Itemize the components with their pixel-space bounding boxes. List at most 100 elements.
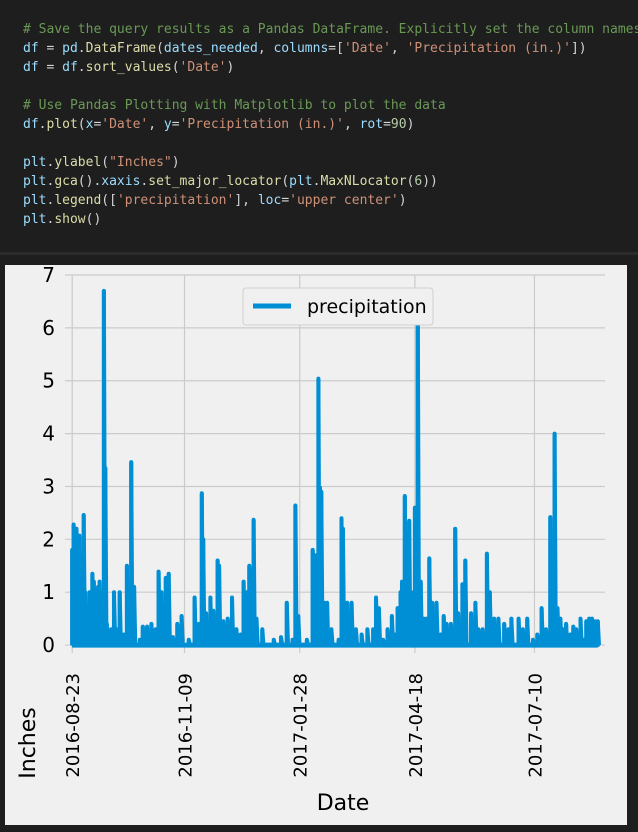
code-token: =: [38, 60, 63, 75]
x-tick-label: 2017-01-28: [291, 673, 312, 778]
code-token: plt: [23, 193, 47, 208]
code-line: # Use Pandas Plotting with Matplotlib to…: [23, 96, 446, 115]
code-token: 'upper center': [289, 193, 399, 208]
code-token: .: [77, 60, 86, 75]
y-tick-label: 2: [42, 527, 55, 551]
code-token: (: [281, 174, 290, 189]
code-token: df: [62, 60, 78, 75]
y-tick-label: 0: [42, 633, 55, 657]
code-token: # Save the query results as a Pandas Dat…: [23, 22, 638, 37]
x-tick-label: 2017-04-18: [406, 673, 427, 778]
y-tick-label: 3: [42, 474, 55, 498]
code-token: (): [85, 212, 102, 227]
code-token: 'Precipitation (in.)': [179, 117, 344, 132]
code-token: 6: [414, 174, 423, 189]
legend: precipitation: [242, 287, 434, 326]
cell-divider: [0, 252, 638, 255]
code-token: loc: [257, 193, 282, 208]
code-token: xaxis: [101, 174, 141, 189]
code-token: (: [406, 174, 415, 189]
y-tick-label: 6: [42, 316, 55, 340]
x-tick-label: 2017-07-10: [525, 673, 546, 778]
code-token: 'Date': [179, 60, 227, 75]
code-token: plt: [23, 155, 47, 170]
legend-box: [242, 287, 434, 326]
code-token: columns: [273, 41, 329, 56]
code-cell[interactable]: # Save the query results as a Pandas Dat…: [0, 0, 638, 252]
code-token: sort_values: [85, 60, 172, 75]
code-token: .: [46, 193, 55, 208]
code-token: ,: [257, 41, 274, 56]
code-token: "Inches": [109, 155, 172, 170]
x-axis-label: Date: [317, 791, 370, 816]
code-token: .: [312, 174, 321, 189]
code-token: =[: [328, 41, 344, 56]
code-token: ,: [390, 41, 407, 56]
code-token: ): [226, 60, 235, 75]
code-token: MaxNLocator: [320, 174, 407, 189]
code-token: plt: [23, 174, 47, 189]
code-token: ): [406, 117, 415, 132]
series-precipitation: [70, 288, 601, 648]
code-token: pd: [62, 41, 78, 56]
code-line: df.plot(x='Date', y='Precipitation (in.)…: [23, 115, 414, 134]
code-token: gca: [54, 174, 78, 189]
code-token: 'Date': [101, 117, 149, 132]
code-token: x: [85, 117, 94, 132]
code-token: .: [46, 155, 55, 170]
code-line: df = pd.DataFrame(dates_needed, columns=…: [23, 39, 587, 58]
code-token: y: [163, 117, 172, 132]
code-token: ): [398, 193, 407, 208]
code-token: ,: [148, 117, 164, 132]
code-line: df = df.sort_values('Date'): [23, 58, 234, 77]
code-token: show: [54, 212, 86, 227]
code-token: ([: [101, 193, 117, 208]
code-token: df: [23, 41, 39, 56]
code-token: .: [46, 212, 55, 227]
code-token: legend: [54, 193, 102, 208]
code-token: .: [77, 41, 86, 56]
code-token: # Use Pandas Plotting with Matplotlib to…: [23, 98, 446, 113]
code-token: df: [23, 60, 39, 75]
code-token: df: [23, 117, 39, 132]
code-token: ylabel: [54, 155, 102, 170]
code-token: 'Precipitation (in.)': [406, 41, 571, 56]
code-token: 'precipitation': [116, 193, 235, 208]
code-token: plot: [46, 117, 78, 132]
code-token: )): [422, 174, 438, 189]
code-line: plt.legend(['precipitation'], loc='upper…: [23, 191, 407, 210]
code-token: dates_needed: [163, 41, 258, 56]
code-token: =: [171, 117, 180, 132]
code-token: ]): [570, 41, 587, 56]
code-token: 'Date': [343, 41, 391, 56]
code-token: .: [38, 117, 47, 132]
x-tick-label: 2016-11-09: [176, 673, 197, 778]
code-token: plt: [23, 212, 47, 227]
code-token: ,: [343, 117, 360, 132]
code-token: plt: [289, 174, 313, 189]
y-axis-label: Inches: [16, 707, 41, 778]
y-tick-label: 4: [42, 422, 55, 446]
code-token: =: [281, 193, 290, 208]
figure-background: [5, 265, 627, 825]
code-token: ): [171, 155, 180, 170]
code-line: plt.ylabel("Inches"): [23, 153, 180, 172]
legend-label: precipitation: [307, 296, 427, 318]
code-token: =: [383, 117, 391, 132]
code-token: =: [93, 117, 102, 132]
code-token: =: [38, 41, 63, 56]
code-token: (: [77, 117, 86, 132]
y-tick-label: 5: [42, 369, 55, 393]
code-token: (: [156, 41, 164, 56]
code-line: plt.gca().xaxis.set_major_locator(plt.Ma…: [23, 172, 438, 191]
x-tick-label: 2016-08-23: [63, 673, 84, 778]
code-line: plt.show(): [23, 210, 101, 229]
code-token: ],: [234, 193, 258, 208]
code-token: DataFrame: [85, 41, 157, 56]
code-token: .: [46, 174, 55, 189]
code-token: rot: [359, 117, 384, 132]
code-token: set_major_locator: [148, 174, 282, 189]
y-tick-label: 1: [42, 580, 55, 604]
